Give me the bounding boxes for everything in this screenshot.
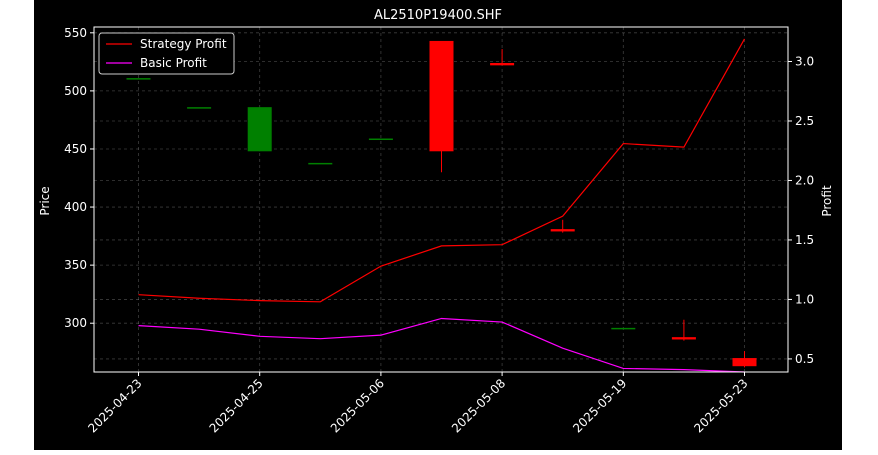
y-tick-label-right: 2.5 <box>795 114 814 128</box>
candle <box>550 219 575 233</box>
y-tick-label-left: 300 <box>64 316 87 330</box>
y-tick-label-right: 3.0 <box>795 55 814 69</box>
grid <box>94 27 788 372</box>
plot-frame <box>93 26 789 373</box>
candle-body <box>671 337 696 340</box>
candle-body <box>550 229 575 232</box>
y-tick-label-right: 0.5 <box>795 352 814 366</box>
y-tick-label-left: 500 <box>64 84 87 98</box>
basic-profit-line <box>138 317 745 373</box>
candle-body <box>368 138 393 141</box>
figure: 300 350 400 450 500 550 0.5 1.0 1.5 2.0 2.5 3.0 2025… <box>34 0 842 450</box>
y-tick-label-right: 1.5 <box>795 233 814 247</box>
candle <box>671 319 696 341</box>
candle-body <box>429 40 454 152</box>
x-tick-label: 2025-05-06 <box>328 376 387 435</box>
candle <box>126 78 151 80</box>
candle-body <box>247 107 272 152</box>
y-tick-label-left: 400 <box>64 200 87 214</box>
candle <box>611 327 636 330</box>
legend-box <box>98 32 235 75</box>
chart-title: AL2510P19400.SHF <box>374 8 502 23</box>
candle-body <box>732 358 757 367</box>
legend-strategy-label: Strategy Profit <box>140 37 227 51</box>
x-tick-label: 2025-05-19 <box>570 376 629 435</box>
candle <box>429 40 454 173</box>
candle <box>732 351 757 368</box>
y-tick-label-left: 550 <box>64 26 87 40</box>
candle-body <box>490 63 515 66</box>
candle <box>308 162 333 165</box>
candlestick-profit-chart: 300 350 400 450 500 550 0.5 1.0 1.5 2.0 2.5 3.0 2025… <box>38 8 834 435</box>
candle <box>368 138 393 141</box>
y-axis-label-left: Price <box>38 186 52 215</box>
candle-body <box>611 327 636 330</box>
legend-basic-label: Basic Profit <box>140 56 207 70</box>
y-tick-label-right: 1.0 <box>795 292 814 306</box>
x-tick-label: 2025-04-25 <box>207 376 266 435</box>
candle-body <box>308 162 333 165</box>
y-axis-label-right: Profit <box>820 185 834 217</box>
y-tick-label-right: 2.0 <box>795 173 814 187</box>
candle <box>187 107 212 109</box>
x-tick-label: 2025-05-23 <box>691 376 750 435</box>
y-tick-label-left: 350 <box>64 258 87 272</box>
legend: Strategy Profit Basic Profit <box>98 32 235 75</box>
x-tick-label: 2025-04-23 <box>85 376 144 435</box>
profit-lines <box>138 38 746 373</box>
y-tick-label-left: 450 <box>64 142 87 156</box>
candle <box>490 49 515 66</box>
candle-body <box>126 78 151 80</box>
strategy-profit-line <box>138 38 746 303</box>
x-tick-label: 2025-05-08 <box>449 376 508 435</box>
candles <box>126 40 757 368</box>
candle-body <box>187 107 212 109</box>
candle <box>247 107 272 152</box>
